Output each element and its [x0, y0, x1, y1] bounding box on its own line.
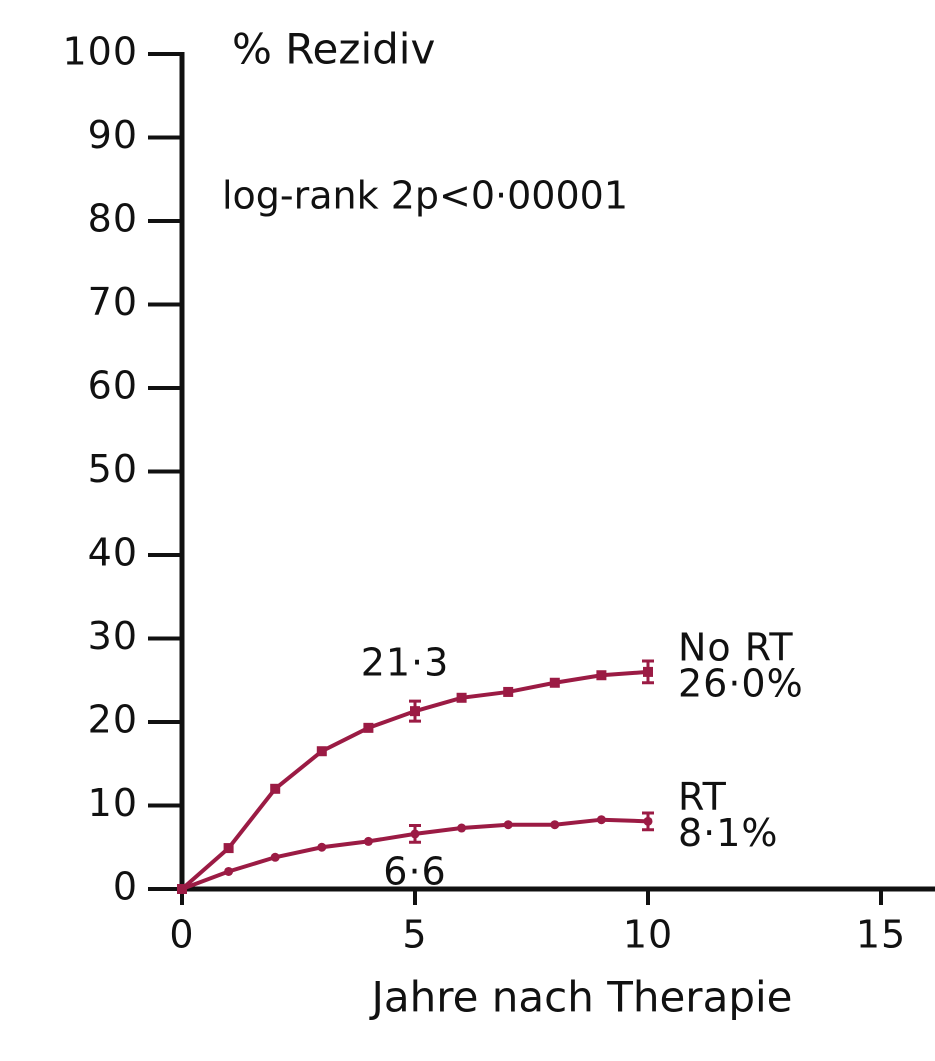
- marker: [224, 866, 234, 876]
- marker: [270, 852, 280, 862]
- annotation: log-rank 2p<0·00001: [222, 174, 628, 218]
- y-tick-label: 30: [88, 614, 138, 658]
- x-axis-label: Jahre nach Therapie: [369, 973, 793, 1022]
- error-bar: [642, 659, 654, 685]
- marker: [549, 677, 560, 688]
- series-label: No RT: [678, 625, 794, 669]
- y-tick-label: 90: [88, 113, 138, 157]
- marker: [177, 884, 187, 894]
- y-tick-label: 80: [88, 197, 138, 241]
- series-label: RT: [678, 775, 727, 819]
- value-label: 6·6: [383, 849, 446, 893]
- y-tick-label: 10: [88, 781, 138, 825]
- x-tick-label: 0: [169, 913, 194, 957]
- x-tick-label: 5: [402, 913, 427, 957]
- value-label: 21·3: [361, 641, 450, 685]
- marker: [457, 823, 467, 833]
- value-label: 8·1%: [678, 811, 779, 855]
- marker: [316, 746, 327, 757]
- marker: [363, 836, 373, 846]
- marker: [317, 842, 327, 852]
- marker: [596, 815, 606, 825]
- marker: [550, 820, 560, 830]
- error-bar: [642, 811, 654, 832]
- error-bar: [409, 699, 421, 723]
- marker: [503, 686, 514, 697]
- marker: [503, 820, 513, 830]
- y-tick-label: 60: [88, 364, 138, 408]
- y-tick-label: 50: [88, 447, 138, 491]
- marker: [456, 692, 467, 703]
- y-axis-label: % Rezidiv: [232, 25, 435, 74]
- x-tick-label: 10: [623, 913, 673, 957]
- error-bar: [409, 824, 421, 844]
- marker: [223, 843, 234, 854]
- value-label: 26·0%: [678, 661, 804, 705]
- marker: [596, 670, 607, 681]
- marker: [363, 722, 374, 733]
- y-tick-label: 0: [113, 865, 138, 909]
- y-tick-label: 20: [88, 698, 138, 742]
- x-tick-label: 15: [856, 913, 906, 957]
- y-tick-label: 40: [88, 531, 138, 575]
- y-tick-label: 70: [88, 280, 138, 324]
- y-tick-label: 100: [62, 30, 138, 74]
- marker: [270, 783, 281, 794]
